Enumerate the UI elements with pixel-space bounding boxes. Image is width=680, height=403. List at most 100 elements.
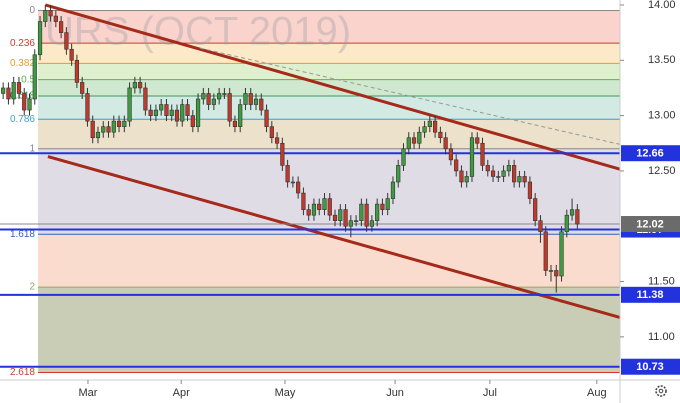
y-tick-label: 11.00 [648, 331, 675, 343]
candle-body [22, 93, 27, 111]
y-tick-label: 13.50 [648, 54, 676, 66]
candle-body [90, 120, 95, 139]
candle-body [422, 126, 427, 133]
x-tick-label: May [275, 387, 296, 399]
candle-body [522, 176, 527, 183]
candle-body [32, 54, 37, 100]
candle-body [153, 109, 159, 116]
candle-body [264, 109, 269, 127]
fib-label: 0.786 [10, 114, 35, 125]
candle-body [527, 181, 533, 199]
candle-body [190, 115, 195, 127]
candle-body [469, 137, 475, 177]
candle-body [74, 59, 80, 83]
candle-body [285, 165, 290, 183]
candle-body [259, 98, 264, 111]
candle-body [396, 165, 401, 183]
fib-zone [38, 79, 620, 96]
candle-body [37, 21, 43, 56]
price-tag-label: 11.38 [637, 289, 664, 301]
candle-body [375, 203, 380, 221]
fib-zone [38, 95, 620, 120]
candle-body [306, 209, 311, 216]
candle-body [353, 220, 359, 222]
price-tag [621, 286, 680, 303]
candle-body [332, 214, 338, 221]
price-tag [621, 216, 680, 233]
fib-zone [38, 287, 620, 373]
candle-body [69, 48, 74, 61]
candle-body [206, 93, 211, 105]
fib-zone [38, 10, 620, 44]
candle-body [338, 209, 343, 221]
candle-body [490, 170, 496, 177]
fib-label: 1.618 [10, 229, 35, 240]
trend-line [47, 155, 629, 322]
candle-body [401, 148, 406, 166]
fib-label: 0.382 [10, 58, 35, 69]
candle-body [380, 203, 385, 210]
candle-body [164, 104, 169, 116]
candle-body [311, 203, 317, 216]
y-tick-label: 12.50 [648, 165, 676, 177]
candle-body [317, 203, 322, 210]
candle-body [227, 93, 232, 122]
x-tick-label: Aug [587, 387, 607, 399]
candle-body [43, 10, 48, 22]
candle-body [1, 87, 6, 94]
candle-body [506, 165, 511, 172]
fib-label: 2.618 [10, 367, 35, 378]
fib-zone [38, 148, 620, 235]
y-axis-panel [620, 0, 680, 403]
candle-body [480, 142, 485, 166]
price-tag-label: 10.73 [636, 361, 664, 373]
x-axis-panel [0, 380, 620, 403]
candle-body [143, 87, 148, 111]
candle-body [512, 165, 517, 183]
x-tick-label: Jul [483, 387, 497, 399]
candle-body [238, 104, 243, 127]
candle-body [501, 170, 506, 177]
candle-body [538, 220, 543, 233]
candle-body [169, 109, 174, 116]
candle-body [448, 148, 454, 161]
candle-body [232, 120, 238, 127]
candle-body [159, 104, 164, 111]
candle-body [127, 87, 132, 122]
settings-icon[interactable] [655, 385, 667, 397]
candle-body [327, 198, 332, 216]
candle-body [180, 104, 185, 122]
price-tag [621, 358, 680, 375]
x-tick-label: Mar [78, 387, 97, 399]
candle-body [122, 120, 127, 127]
candle-body [195, 98, 201, 127]
candle-body [217, 93, 222, 100]
fib-zone [38, 63, 620, 80]
y-tick-label: 14.00 [648, 0, 676, 11]
x-tick-label: Jun [386, 387, 404, 399]
y-tick-label: 11.50 [648, 275, 675, 287]
fib-label: 0.236 [10, 38, 35, 49]
candle-body [95, 131, 101, 139]
fib-label: 1 [29, 143, 35, 154]
candle-body [201, 93, 206, 100]
fib-zone [38, 119, 620, 149]
candle-body [543, 231, 548, 271]
x-tick-label: Apr [173, 387, 190, 399]
candle-body [101, 126, 106, 133]
candle-body [301, 192, 306, 210]
candle-body [438, 131, 443, 139]
candle-body [274, 137, 280, 144]
candle-body [185, 104, 190, 116]
price-tag-label: 12.02 [636, 218, 664, 230]
candle-body [64, 32, 69, 50]
candle-body [575, 209, 580, 225]
price-tag-label: 12.66 [636, 148, 664, 160]
candle-body [222, 93, 227, 95]
candle-body [485, 165, 490, 172]
candle-body [85, 93, 90, 122]
candle-body [569, 209, 575, 216]
trend-line [200, 47, 621, 145]
candle-body [496, 176, 501, 178]
